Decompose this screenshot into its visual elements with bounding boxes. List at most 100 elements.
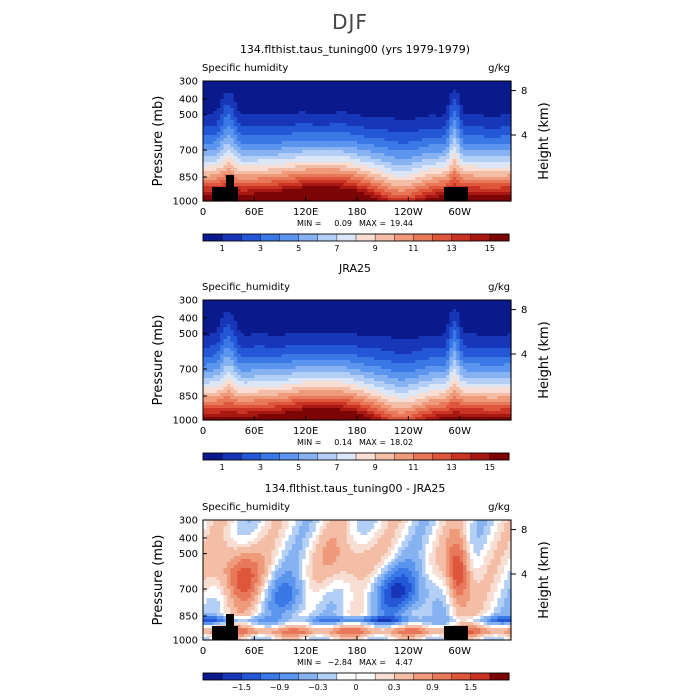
- heatmap-cell: [370, 183, 375, 187]
- heatmap-cell: [346, 114, 351, 118]
- heatmap-cell: [209, 162, 214, 166]
- heatmap-cell: [476, 114, 481, 118]
- heatmap-cell: [281, 156, 286, 160]
- heatmap-cell: [493, 162, 498, 166]
- heatmap-cell: [456, 336, 461, 340]
- heatmap-cell: [329, 198, 334, 202]
- heatmap-cell: [230, 129, 235, 133]
- heatmap-cell: [418, 306, 423, 310]
- heatmap-cell: [415, 300, 420, 304]
- heatmap-cell: [333, 168, 338, 172]
- heatmap-cell: [418, 159, 423, 163]
- heatmap-cell: [490, 186, 495, 190]
- heatmap-cell: [264, 300, 269, 304]
- heatmap-cell: [466, 309, 471, 313]
- heatmap-cell: [233, 162, 238, 166]
- heatmap-cell: [278, 135, 283, 139]
- heatmap-cell: [439, 171, 444, 175]
- heatmap-cell: [254, 138, 259, 142]
- heatmap-cell: [456, 147, 461, 151]
- y-tick-label: 700: [179, 146, 198, 157]
- heatmap-cell: [435, 327, 440, 331]
- heatmap-cell: [363, 177, 368, 181]
- heatmap-cell: [473, 90, 478, 94]
- heatmap-cell: [298, 141, 303, 145]
- heatmap-cell: [463, 96, 468, 100]
- heatmap-cell: [230, 315, 235, 319]
- heatmap-cell: [237, 87, 242, 91]
- heatmap-cell: [285, 306, 290, 310]
- heatmap-cell: [285, 138, 290, 142]
- heatmap-cell: [237, 102, 242, 106]
- heatmap-cell: [257, 333, 262, 337]
- heatmap-cell: [483, 114, 488, 118]
- heatmap-cell: [500, 87, 505, 91]
- heatmap-cell: [326, 171, 331, 175]
- heatmap-cell: [415, 141, 420, 145]
- heatmap-cell: [394, 159, 399, 163]
- heatmap-cell: [418, 171, 423, 175]
- heatmap-cell: [435, 330, 440, 334]
- heatmap-cell: [377, 150, 382, 154]
- heatmap-cell: [230, 321, 235, 325]
- heatmap-cell: [370, 108, 375, 112]
- heatmap-cell: [480, 93, 485, 97]
- heatmap-cell: [271, 186, 276, 190]
- heatmap-cell: [220, 150, 225, 154]
- heatmap-cell: [322, 117, 327, 121]
- heatmap-cell: [428, 111, 433, 115]
- heatmap-cell: [264, 114, 269, 118]
- heatmap-cell: [442, 174, 447, 178]
- heatmap-cell: [442, 159, 447, 163]
- heatmap-cell: [480, 129, 485, 133]
- heatmap-cell: [387, 93, 392, 97]
- heatmap-cell: [370, 165, 375, 169]
- heatmap-cell: [336, 192, 341, 196]
- heatmap-cell: [507, 180, 512, 184]
- heatmap-cell: [291, 330, 296, 334]
- heatmap-cell: [209, 81, 214, 85]
- heatmap-cell: [487, 195, 492, 199]
- heatmap-cell: [384, 99, 389, 103]
- heatmap-cell: [240, 117, 245, 121]
- heatmap-cell: [343, 333, 348, 337]
- heatmap-cell: [449, 147, 454, 151]
- heatmap-cell: [469, 99, 474, 103]
- heatmap-cell: [497, 180, 502, 184]
- heatmap-cell: [487, 300, 492, 304]
- heatmap-cell: [442, 300, 447, 304]
- heatmap-cell: [357, 105, 362, 109]
- heatmap-cell: [367, 111, 372, 115]
- heatmap-cell: [363, 123, 368, 127]
- heatmap-cell: [322, 315, 327, 319]
- heatmap-cell: [374, 198, 379, 202]
- heatmap-cell: [302, 147, 307, 151]
- heatmap-cell: [497, 162, 502, 166]
- heatmap-cell: [329, 108, 334, 112]
- heatmap-cell: [428, 186, 433, 190]
- heatmap-cell: [216, 300, 221, 304]
- heatmap-cell: [213, 327, 218, 331]
- heatmap-cell: [264, 90, 269, 94]
- heatmap-cell: [247, 123, 252, 127]
- heatmap-cell: [319, 87, 324, 91]
- heatmap-cell: [281, 123, 286, 127]
- heatmap-cell: [456, 171, 461, 175]
- heatmap-cell: [312, 177, 317, 181]
- heatmap-cell: [418, 120, 423, 124]
- heatmap-cell: [408, 141, 413, 145]
- heatmap-cell: [339, 309, 344, 313]
- heatmap-cell: [206, 114, 211, 118]
- heatmap-cell: [295, 153, 300, 157]
- heatmap-cell: [500, 174, 505, 178]
- heatmap-cell: [233, 159, 238, 163]
- heatmap-cell: [226, 117, 231, 121]
- heatmap-cell: [209, 150, 214, 154]
- heatmap-cell: [268, 303, 273, 307]
- heatmap-cell: [326, 141, 331, 145]
- heatmap-cell: [398, 105, 403, 109]
- heatmap-cell: [291, 339, 296, 343]
- heatmap-cell: [220, 327, 225, 331]
- colorbar-label: 11: [408, 244, 418, 253]
- heatmap-cell: [281, 180, 286, 184]
